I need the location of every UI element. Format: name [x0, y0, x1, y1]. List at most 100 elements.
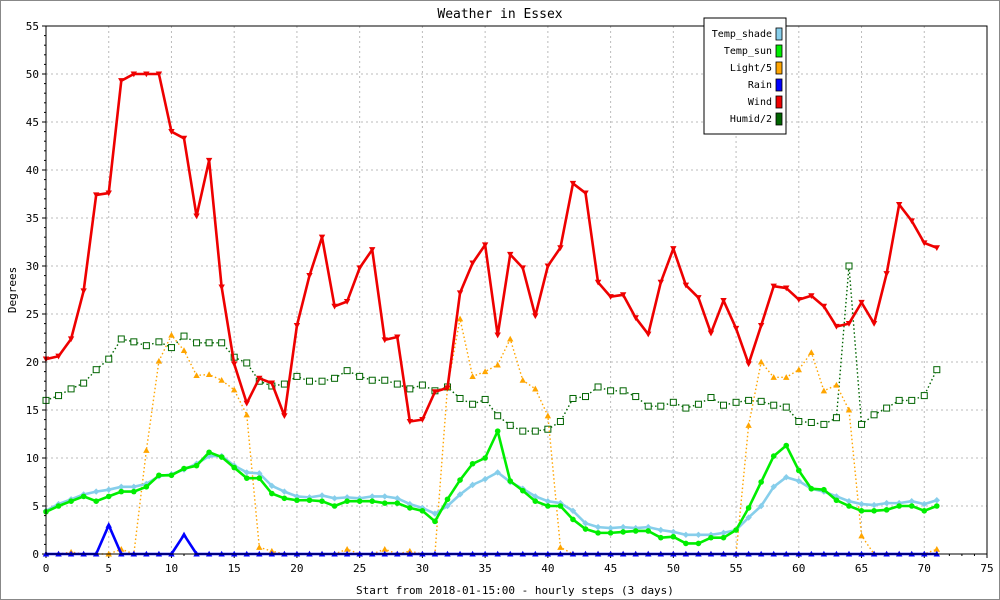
- data-point-humid-2: [167, 344, 175, 352]
- series-layer: [42, 71, 941, 557]
- data-point-wind: [180, 135, 188, 142]
- data-point-humid-2: [55, 392, 63, 400]
- data-point-temp-shade: [657, 526, 664, 534]
- data-point-humid-2: [883, 404, 891, 412]
- data-point-light-5: [168, 331, 175, 338]
- data-point-wind: [582, 190, 589, 197]
- data-point-rain: [180, 531, 188, 538]
- data-point-wind: [343, 298, 351, 305]
- data-point-wind: [883, 271, 890, 277]
- data-point-temp-shade: [695, 531, 702, 538]
- data-point-light-5: [381, 546, 388, 552]
- y-tick-label: 10: [26, 452, 39, 465]
- data-point-humid-2: [544, 425, 552, 433]
- data-point-temp-shade: [532, 493, 539, 500]
- data-point-wind: [168, 129, 175, 135]
- data-point-temp-sun: [193, 462, 200, 469]
- data-point-humid-2: [418, 381, 426, 389]
- data-point-temp-shade: [870, 501, 878, 509]
- data-point-light-5: [770, 374, 777, 380]
- data-point-temp-sun: [243, 475, 250, 481]
- data-point-temp-shade: [481, 475, 489, 483]
- data-point-wind: [783, 285, 790, 292]
- data-point-wind: [444, 385, 451, 392]
- data-point-temp-sun: [507, 478, 514, 484]
- data-point-wind: [92, 192, 100, 199]
- data-point-wind: [569, 180, 577, 187]
- data-point-temp-shade: [569, 507, 577, 514]
- data-point-light-5: [507, 335, 514, 342]
- data-point-light-5: [833, 381, 840, 388]
- data-point-temp-sun: [344, 498, 350, 505]
- data-point-temp-sun: [105, 493, 112, 500]
- data-point-rain: [105, 522, 112, 528]
- data-point-humid-2: [820, 420, 828, 428]
- data-point-wind: [670, 246, 677, 252]
- data-point-wind: [306, 273, 313, 279]
- x-tick-label: 5: [105, 562, 112, 575]
- data-point-humid-2: [67, 385, 75, 393]
- x-tick-label: 25: [353, 562, 366, 575]
- x-tick-label: 60: [792, 562, 805, 575]
- data-point-wind: [795, 297, 802, 303]
- data-point-humid-2: [280, 380, 288, 388]
- data-point-wind: [682, 282, 690, 289]
- x-tick-label: 55: [729, 562, 742, 575]
- data-point-temp-shade: [594, 523, 602, 531]
- data-point-wind: [833, 323, 840, 330]
- data-point-humid-2: [180, 332, 188, 340]
- plot-area-border: [45, 25, 988, 555]
- data-point-temp-sun: [858, 508, 865, 514]
- data-point-temp-shade: [833, 493, 840, 500]
- data-point-temp-shade: [682, 531, 690, 538]
- data-point-humid-2: [356, 372, 364, 380]
- legend: Temp_shade Temp_sun Light/5 Rain Wind Humid/2: [703, 17, 787, 135]
- data-point-humid-2: [657, 402, 665, 410]
- data-point-humid-2: [406, 385, 414, 393]
- data-point-temp-shade: [720, 529, 727, 537]
- data-point-humid-2: [682, 404, 690, 412]
- data-point-temp-shade: [707, 531, 715, 538]
- data-point-humid-2: [619, 387, 627, 395]
- data-point-wind: [205, 157, 213, 164]
- data-point-temp-sun: [871, 508, 877, 514]
- legend-label-rain: Rain: [748, 80, 772, 91]
- data-point-light-5: [933, 546, 941, 552]
- data-point-wind: [55, 353, 62, 360]
- data-point-temp-sun: [181, 465, 187, 472]
- data-point-wind: [632, 315, 639, 322]
- data-point-temp-sun: [231, 464, 237, 471]
- data-point-wind: [80, 288, 87, 295]
- data-point-wind: [293, 322, 301, 329]
- data-point-temp-sun: [570, 516, 576, 523]
- data-point-wind: [557, 245, 564, 251]
- data-point-wind: [732, 325, 740, 332]
- data-point-temp-sun: [381, 500, 388, 506]
- data-point-humid-2: [130, 338, 138, 346]
- data-point-wind: [469, 260, 476, 267]
- legend-swatch-wind: [775, 95, 783, 109]
- data-point-temp-sun: [269, 490, 275, 497]
- y-axis-label: Degrees: [6, 267, 19, 313]
- data-point-humid-2: [933, 366, 941, 374]
- x-tick-label: 15: [228, 562, 241, 575]
- data-point-wind: [808, 293, 815, 299]
- data-point-temp-sun: [557, 503, 564, 509]
- data-point-humid-2: [694, 400, 702, 408]
- data-point-temp-sun: [369, 498, 376, 505]
- data-point-temp-sun: [846, 503, 852, 509]
- data-point-wind: [130, 71, 138, 78]
- data-point-temp-sun: [407, 505, 413, 511]
- data-point-temp-sun: [595, 530, 601, 536]
- data-point-temp-sun: [419, 508, 426, 514]
- data-point-temp-shade: [381, 493, 388, 500]
- data-point-humid-2: [117, 335, 125, 343]
- x-tick-label: 10: [165, 562, 178, 575]
- data-point-temp-shade: [757, 502, 765, 510]
- data-point-light-5: [469, 373, 476, 379]
- data-point-temp-shade: [431, 510, 439, 517]
- data-point-humid-2: [582, 393, 590, 401]
- data-point-wind: [657, 279, 664, 286]
- data-point-temp-sun: [256, 475, 263, 481]
